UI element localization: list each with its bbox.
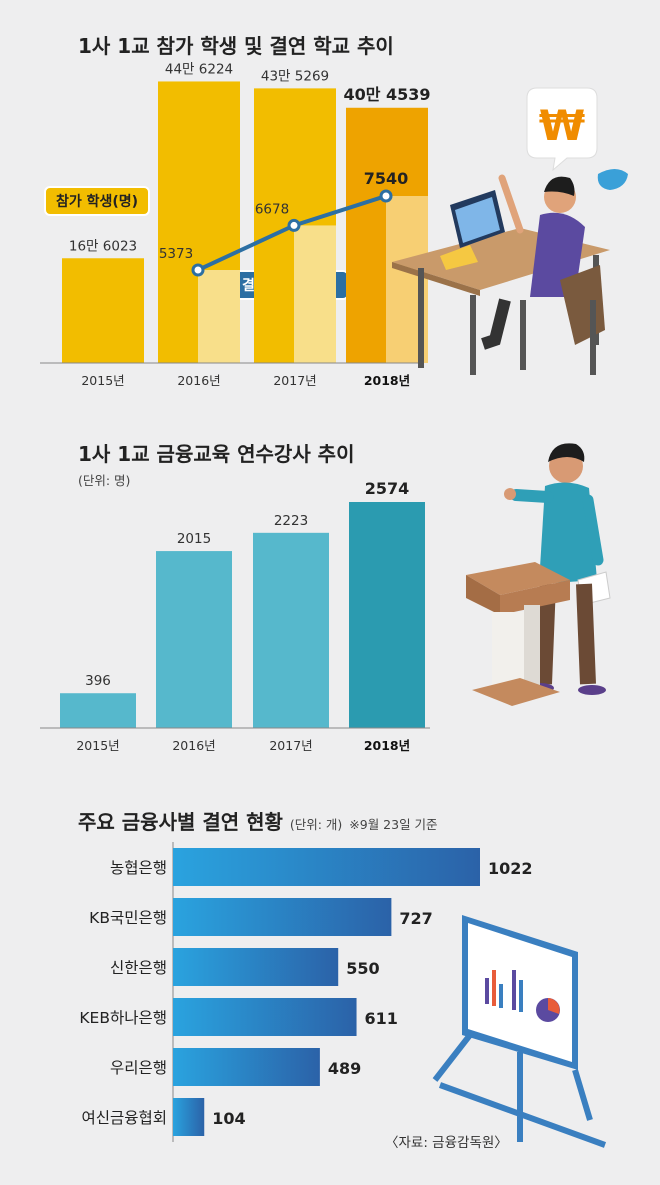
company-bar [173,848,480,886]
student-value-label: 43만 5269 [261,68,329,84]
instructor-bar [349,502,425,728]
student-value-label: 16만 6023 [69,238,137,254]
company-value-label: 727 [399,909,432,928]
presenter-illustration [466,443,611,706]
instructor-bar [253,532,329,728]
student-value-label: 40만 4539 [343,85,430,104]
company-value-label: 611 [365,1009,398,1028]
company-value-label: 1022 [488,859,533,878]
chart3-title-text: 주요 금융사별 결연 현황 [78,810,283,834]
instructor-bar [156,551,232,728]
instructor-value-label: 2574 [365,479,410,498]
company-bar [173,948,339,986]
source-credit: 〈자료: 금융감독원〉 [385,1135,508,1151]
company-name-label: 신한은행 [110,959,167,977]
company-name-label: 우리은행 [110,1059,167,1077]
desk-worker-illustration: ₩ [392,87,628,375]
chart1-plot: 16만 6023 2015년 44만 6224 2016년 43만 5269 2017년 4… [40,61,431,388]
chart3-note: ※9월 23일 기준 [349,817,438,832]
company-value-label: 489 [328,1059,361,1078]
school-value-label: 5373 [159,246,193,262]
x-tick-label: 2018년 [364,373,410,388]
company-name-label: 여신금융협회 [81,1109,167,1127]
company-bar [173,898,392,936]
company-bar [173,998,357,1036]
instructor-bar [60,693,136,728]
chart3-title: 주요 금융사별 결연 현황 (단위: 개) ※9월 23일 기준 [78,806,438,835]
company-name-label: 농협은행 [110,859,167,877]
school-area [294,225,336,363]
x-tick-label: 2018년 [364,738,410,753]
x-tick-label: 2015년 [76,738,119,753]
school-value-label: 7540 [364,169,409,188]
school-point [191,263,205,277]
school-value-label: 6678 [255,201,289,217]
company-bar [173,1098,205,1136]
company-bar [173,1048,320,1086]
x-tick-label: 2016년 [177,373,220,388]
school-point [379,189,393,203]
school-point [287,218,301,232]
company-value-label: 104 [212,1109,245,1128]
instructor-value-label: 2015 [177,531,211,547]
won-icon: ₩ [539,101,585,150]
chart2-title: 1사 1교 금융교육 연수강사 추이 [78,442,355,466]
x-tick-label: 2015년 [81,373,124,388]
legend-students: 참가 학생(명) [44,186,151,216]
company-value-label: 550 [346,959,379,978]
chart1-title: 1사 1교 참가 학생 및 결연 학교 추이 [78,34,394,58]
x-tick-label: 2017년 [269,738,312,753]
chart3-unit: (단위: 개) [289,817,343,832]
student-bar [62,258,144,363]
x-tick-label: 2016년 [172,738,215,753]
instructor-value-label: 2223 [274,513,308,529]
company-name-label: KEB하나은행 [79,1009,167,1027]
student-value-label: 44만 6224 [165,61,233,77]
company-name-label: KB국민은행 [89,909,167,927]
x-tick-label: 2017년 [273,373,316,388]
chart2-unit: (단위: 명) [78,473,131,488]
chart2-plot: 396 2015년 2015 2016년 2223 2017년 2574 2018년 [40,479,430,753]
school-area [198,270,240,363]
instructor-value-label: 396 [85,673,111,689]
easel-chart-illustration [432,915,607,1148]
chart3-plot: 1022 농협은행 727 KB국민은행 550 신한은행 611 KEB하나은행 489 우리은… [79,842,533,1142]
